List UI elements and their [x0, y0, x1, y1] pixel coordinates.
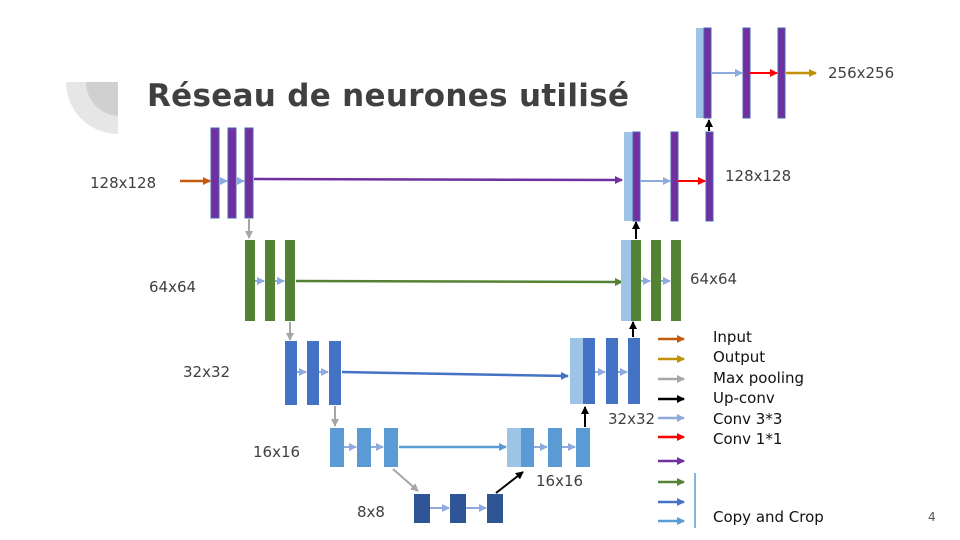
size-label-64-right: 64x64 [690, 270, 738, 288]
upconv-arrow [495, 471, 524, 494]
feature-map-block [330, 428, 344, 467]
feature-map-block [631, 240, 641, 321]
copy-crop-arrow-level-1 [253, 175, 623, 184]
size-label-256: 256x256 [828, 64, 895, 82]
maxpool-arrow [392, 468, 419, 492]
slide-title: Réseau de neurones utilisé [147, 78, 630, 114]
feature-map-block [384, 428, 398, 467]
decorative-arc-shape [66, 82, 118, 134]
feature-map-block [671, 240, 681, 321]
feature-map-block [628, 338, 640, 404]
decoder-level-3 [570, 338, 640, 404]
encoder-level-2 [245, 240, 295, 321]
decoder-level-1 [624, 131, 714, 222]
legend-label-output: Output [713, 348, 766, 366]
feature-map-block [651, 240, 661, 321]
feature-map-block [487, 494, 503, 523]
copy-crop-arrow-level-3 [341, 370, 569, 380]
feature-map-block [742, 27, 751, 119]
legend-label-copy-crop: Copy and Crop [713, 508, 824, 526]
feature-map-block [244, 127, 254, 219]
legend-label-conv33: Conv 3*3 [713, 410, 783, 428]
copy-crop-arrow-level-2 [295, 277, 623, 286]
feature-map-block [210, 127, 220, 219]
feature-map-block [670, 131, 679, 222]
decoder-level-4 [507, 428, 590, 467]
encoder-level-4 [330, 428, 398, 467]
feature-map-block [307, 341, 319, 405]
encoder-level-3 [285, 341, 341, 405]
feature-map-block [414, 494, 430, 523]
size-label-32-right: 32x32 [608, 410, 656, 428]
encoder-level-1 [210, 127, 254, 219]
legend-label-max-pooling: Max pooling [713, 369, 805, 387]
legend-label-conv11: Conv 1*1 [713, 430, 783, 448]
bottleneck-level [414, 494, 503, 523]
concat-block [696, 28, 704, 118]
size-label-128-left: 128x128 [90, 174, 157, 192]
legend-label-input: Input [713, 328, 752, 346]
legend-label-up-conv: Up-conv [713, 389, 775, 407]
feature-map-block [265, 240, 275, 321]
feature-map-block [777, 27, 786, 119]
output-level [696, 27, 786, 119]
concat-block [507, 428, 521, 467]
feature-map-block [705, 131, 714, 222]
feature-map-block [548, 428, 562, 467]
size-label-8: 8x8 [357, 503, 385, 521]
feature-map-block [576, 428, 590, 467]
page-number: 4 [928, 510, 936, 524]
size-label-16-right: 16x16 [536, 472, 584, 490]
legend [658, 335, 696, 528]
feature-map-block [245, 240, 255, 321]
size-label-16-left: 16x16 [253, 443, 301, 461]
size-label-64-left: 64x64 [149, 278, 197, 296]
feature-map-block [606, 338, 618, 404]
feature-map-block [357, 428, 371, 467]
feature-map-block [521, 428, 534, 467]
feature-map-block [632, 131, 641, 222]
concat-block [621, 240, 631, 321]
feature-map-block [329, 341, 341, 405]
feature-map-block [285, 341, 297, 405]
concat-block [624, 132, 633, 221]
size-label-32-left: 32x32 [183, 363, 231, 381]
concat-block [570, 338, 583, 404]
decoder-level-2 [621, 240, 681, 321]
feature-map-block [450, 494, 466, 523]
feature-map-block [703, 27, 712, 119]
feature-map-block [285, 240, 295, 321]
feature-map-block [583, 338, 595, 404]
size-label-128-right: 128x128 [725, 167, 792, 185]
feature-map-block [227, 127, 237, 219]
